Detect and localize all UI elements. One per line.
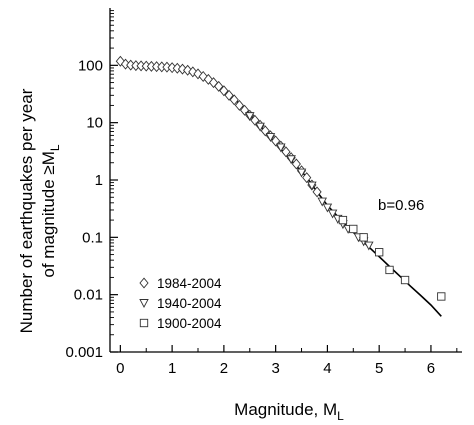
- y-tick-label: 0.1: [82, 229, 103, 246]
- y-tick-label: 10: [86, 115, 103, 132]
- data-point: [286, 155, 296, 165]
- legend-marker: [139, 299, 149, 308]
- legend-label: 1900-2004: [157, 316, 222, 331]
- data-point: [302, 172, 312, 184]
- data-point: [250, 114, 260, 126]
- data-point: [322, 203, 333, 213]
- data-point: [327, 209, 338, 219]
- data-point: [214, 80, 224, 92]
- data-point: [271, 135, 281, 147]
- data-point: [224, 89, 234, 101]
- legend-marker: [139, 318, 149, 328]
- data-point: [338, 215, 348, 225]
- legend: 1984-2004 1940-2004 1900-2004: [139, 276, 222, 331]
- x-axis-title: Magnitude, ML: [234, 400, 344, 423]
- x-tick-label: 0: [116, 360, 124, 377]
- data-point: [255, 122, 265, 132]
- data-point: [229, 94, 239, 106]
- y-tick-label: 0.01: [74, 287, 103, 304]
- data-point: [375, 248, 384, 257]
- data-point: [317, 197, 327, 207]
- data-point: [245, 112, 255, 122]
- y-tick-label: 1: [95, 172, 103, 189]
- y-tick-label: 100: [78, 57, 103, 74]
- data-point: [265, 133, 276, 143]
- data-point: [359, 233, 368, 242]
- y-tick-label: 0.001: [65, 344, 103, 361]
- x-tick-label: 2: [220, 360, 228, 377]
- data-point: [349, 224, 358, 234]
- x-tick-label: 1: [168, 360, 176, 377]
- y-axis-title-line2: of magnitude ≥ML: [39, 144, 62, 278]
- data-point: [291, 158, 301, 170]
- series-1984-2004: [115, 55, 322, 198]
- legend-label: 1984-2004: [157, 276, 222, 291]
- data-point: [219, 85, 229, 97]
- x-tick-label: 4: [323, 360, 331, 377]
- data-point: [364, 241, 374, 251]
- x-axis-ticks: 0 1 2 3 4 5 6: [116, 345, 458, 377]
- y-axis-title-line1: Number of earthquakes per year: [17, 88, 36, 333]
- y-axis-title: Number of earthquakes per year of magnit…: [17, 88, 62, 333]
- data-point: [296, 168, 307, 178]
- data-point: [312, 186, 322, 198]
- data-point: [281, 146, 291, 158]
- data-point: [385, 265, 394, 275]
- series-1900-2004: [338, 215, 446, 301]
- x-tick-label: 5: [375, 360, 383, 377]
- y-axis-ticks: 0.001 0.01 0.1 1 10 100: [65, 10, 118, 361]
- legend-label: 1940-2004: [157, 296, 222, 311]
- data-point: [437, 292, 446, 301]
- data-point: [400, 275, 410, 285]
- data-point: [307, 181, 317, 191]
- b-value-annotation: b=0.96: [378, 197, 424, 214]
- x-tick-label: 3: [271, 360, 279, 377]
- data-point: [260, 125, 270, 137]
- data-point: [276, 143, 286, 153]
- data-point: [234, 99, 244, 111]
- data-points: [115, 55, 446, 301]
- legend-marker: [139, 277, 149, 289]
- x-tick-label: 6: [427, 360, 435, 377]
- data-point: [120, 58, 131, 70]
